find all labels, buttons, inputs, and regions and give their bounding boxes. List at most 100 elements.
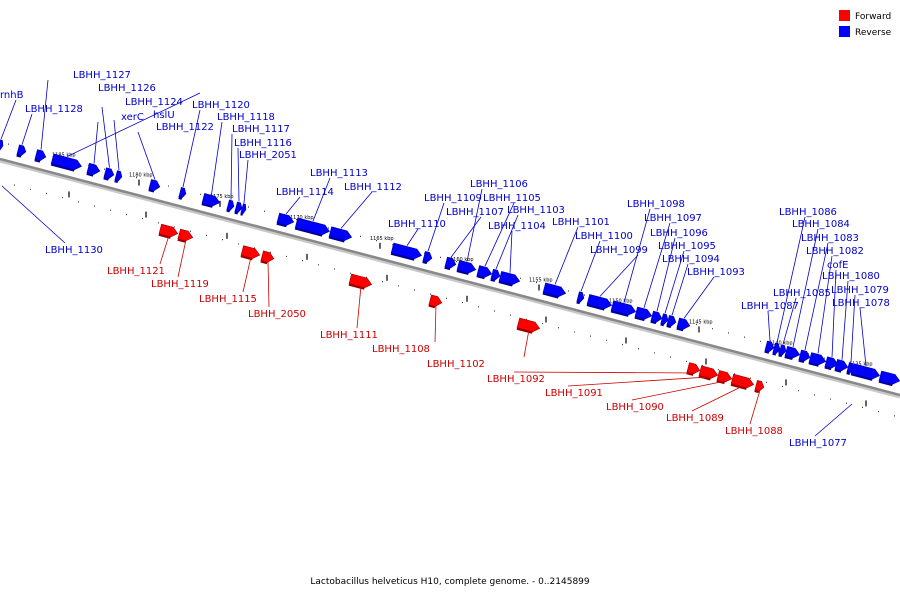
gene-arrow-lbhh-1094[interactable]: [666, 314, 677, 329]
gene-arrow-xerc[interactable]: [86, 162, 101, 178]
gene-label-lbhh-1113[interactable]: LBHH_1113: [310, 168, 368, 179]
gene-label-hslu[interactable]: hslU: [153, 110, 175, 121]
gene-arrow-lbhh-1108[interactable]: [428, 294, 443, 310]
gene-arrow-lbhh-1080[interactable]: [834, 359, 849, 374]
gene-arrow-lbhh-1112[interactable]: [328, 226, 353, 244]
gene-label-lbhh-1111[interactable]: LBHH_1111: [320, 330, 378, 341]
gene-arrow-lbhh-1105[interactable]: [476, 265, 493, 281]
gene-label-lbhh-1126[interactable]: LBHH_1126: [98, 83, 156, 94]
gene-arrow-lbhh-1090[interactable]: [716, 370, 733, 385]
gene-label-lbhh-1104[interactable]: LBHH_1104: [488, 221, 546, 232]
gene-arrow-lbhh-1103[interactable]: [490, 268, 501, 283]
gene-label-lbhh-1114[interactable]: LBHH_1114: [276, 187, 334, 198]
gene-arrow-cofe[interactable]: [824, 356, 839, 372]
gene-label-lbhh-1095[interactable]: LBHH_1095: [658, 241, 716, 252]
gene-label-lbhh-1082[interactable]: LBHH_1082: [806, 246, 864, 257]
gene-arrow-lbhh-1100[interactable]: [576, 291, 585, 305]
gene-arrow-lbhh-1113[interactable]: [294, 217, 331, 238]
gene-arrow-lbhh-1098[interactable]: [610, 300, 637, 319]
gene-arrow-lbhh-1121[interactable]: [158, 223, 179, 240]
gene-arrow-lbhh-1114[interactable]: [276, 212, 295, 229]
gene-arrow-lbhh-1118[interactable]: [201, 193, 221, 209]
gene-label-lbhh-2050[interactable]: LBHH_2050: [248, 309, 306, 320]
gene-label-lbhh-1121[interactable]: LBHH_1121: [107, 266, 165, 277]
gene-label-lbhh-1106[interactable]: LBHH_1106: [470, 179, 528, 190]
gene-arrow-lbhh-1097[interactable]: [634, 306, 653, 323]
gene-label-lbhh-1092[interactable]: LBHH_1092: [487, 374, 545, 385]
gene-label-lbhh-1102[interactable]: LBHH_1102: [427, 359, 485, 370]
gene-arrow-lbhh-1082[interactable]: [808, 352, 827, 369]
gene-arrow-lbhh-1091[interactable]: [698, 365, 719, 382]
gene-arrow-lbhh-2050[interactable]: [260, 250, 275, 266]
gene-arrow-lbhh-1119[interactable]: [177, 228, 194, 244]
gene-label-lbhh-1110[interactable]: LBHH_1110: [388, 219, 446, 230]
gene-label-lbhh-1116[interactable]: LBHH_1116: [234, 138, 292, 149]
gene-arrow-lbhh-1104[interactable]: [498, 270, 521, 288]
gene-label-lbhh-1108[interactable]: LBHH_1108: [372, 344, 430, 355]
gene-arrow-lbhh-1115[interactable]: [240, 245, 261, 262]
gene-label-lbhh-1096[interactable]: LBHH_1096: [650, 228, 708, 239]
gene-arrow-lbhh-1078[interactable]: [850, 363, 881, 383]
gene-arrow-lbhh-1099[interactable]: [586, 294, 613, 312]
gene-label-lbhh-1079[interactable]: LBHH_1079: [831, 285, 889, 296]
gene-label-lbhh-1100[interactable]: LBHH_1100: [575, 231, 633, 242]
gene-arrow-lbhh-1086[interactable]: [772, 342, 781, 356]
gene-arrow-rnhb[interactable]: [0, 139, 4, 153]
gene-arrow-lbhh-1084[interactable]: [784, 345, 801, 361]
gene-label-lbhh-1097[interactable]: LBHH_1097: [644, 213, 702, 224]
gene-label-rnhb[interactable]: rnhB: [0, 90, 24, 101]
gene-arrow-lbhh-1083[interactable]: [798, 349, 811, 364]
gene-arrow-lbhh-1124[interactable]: [103, 167, 115, 182]
gene-label-lbhh-1087[interactable]: LBHH_1087: [741, 301, 799, 312]
gene-label-lbhh-1107[interactable]: LBHH_1107: [446, 207, 504, 218]
gene-arrow-lbhh-1127[interactable]: [34, 149, 47, 164]
gene-label-lbhh-1088[interactable]: LBHH_1088: [725, 426, 783, 437]
gene-label-lbhh-1077[interactable]: LBHH_1077: [789, 438, 847, 449]
gene-arrow-lbhh-1120[interactable]: [178, 187, 187, 200]
gene-arrow-lbhh-1101[interactable]: [542, 282, 567, 300]
gene-label-lbhh-1083[interactable]: LBHH_1083: [801, 233, 859, 244]
gene-label-lbhh-1091[interactable]: LBHH_1091: [545, 388, 603, 399]
gene-label-lbhh-1080[interactable]: LBHH_1080: [822, 271, 880, 282]
gene-label-lbhh-1130[interactable]: LBHH_1130: [45, 245, 103, 256]
gene-arrow-hslu[interactable]: [114, 170, 123, 184]
gene-label-lbhh-1098[interactable]: LBHH_1098: [627, 199, 685, 210]
gene-arrow-lbhh-1089[interactable]: [730, 373, 755, 391]
gene-label-lbhh-1099[interactable]: LBHH_1099: [590, 245, 648, 256]
gene-label-xerc[interactable]: xerC: [121, 112, 144, 123]
gene-label-lbhh-1109[interactable]: LBHH_1109: [424, 193, 482, 204]
gene-label-lbhh-1090[interactable]: LBHH_1090: [606, 402, 664, 413]
gene-arrow-lbhh-1110[interactable]: [390, 242, 423, 262]
gene-label-lbhh-1078[interactable]: LBHH_1078: [832, 298, 890, 309]
gene-label-lbhh-1103[interactable]: LBHH_1103: [507, 205, 565, 216]
gene-arrow-lbhh-1093[interactable]: [676, 317, 691, 333]
gene-arrow-lbhh-1116[interactable]: [234, 201, 243, 215]
gene-label-lbhh-1128[interactable]: LBHH_1128: [25, 104, 83, 115]
gene-arrow-lbhh-1095[interactable]: [660, 313, 669, 327]
gene-label-lbhh-1124[interactable]: LBHH_1124: [125, 97, 183, 108]
gene-label-lbhh-1105[interactable]: LBHH_1105: [483, 193, 541, 204]
gene-arrow-lbhh-1088[interactable]: [754, 380, 765, 394]
gene-label-lbhh-1118[interactable]: LBHH_1118: [217, 112, 275, 123]
gene-arrow-lbhh-1109[interactable]: [422, 251, 433, 265]
gene-label-cofe[interactable]: cofE: [827, 260, 848, 271]
gene-label-lbhh-1084[interactable]: LBHH_1084: [792, 219, 850, 230]
gene-label-lbhh-1117[interactable]: LBHH_1117: [232, 124, 290, 135]
gene-arrow-lbhh-1117[interactable]: [226, 199, 235, 213]
gene-arrow-lbhh-1106[interactable]: [456, 259, 477, 276]
gene-label-lbhh-1122[interactable]: LBHH_1122: [156, 122, 214, 133]
gene-arrow-lbhh-1092[interactable]: [686, 362, 701, 378]
gene-arrow-lbhh-1126[interactable]: [50, 153, 83, 173]
gene-label-lbhh-1112[interactable]: LBHH_1112: [344, 182, 402, 193]
gene-label-lbhh-1093[interactable]: LBHH_1093: [687, 267, 745, 278]
gene-arrow-lbhh-1077[interactable]: [878, 370, 900, 388]
gene-arrow-lbhh-1085[interactable]: [778, 344, 787, 358]
gene-label-lbhh-1085[interactable]: LBHH_1085: [773, 288, 831, 299]
gene-arrow-lbhh-2051[interactable]: [240, 203, 247, 217]
gene-label-lbhh-1119[interactable]: LBHH_1119: [151, 279, 209, 290]
gene-label-lbhh-2051[interactable]: LBHH_2051: [239, 150, 297, 161]
gene-label-lbhh-1120[interactable]: LBHH_1120: [192, 100, 250, 111]
gene-arrow-lbhh-1096[interactable]: [650, 310, 663, 325]
gene-arrow-lbhh-1087[interactable]: [764, 340, 775, 355]
gene-label-lbhh-1115[interactable]: LBHH_1115: [199, 294, 257, 305]
